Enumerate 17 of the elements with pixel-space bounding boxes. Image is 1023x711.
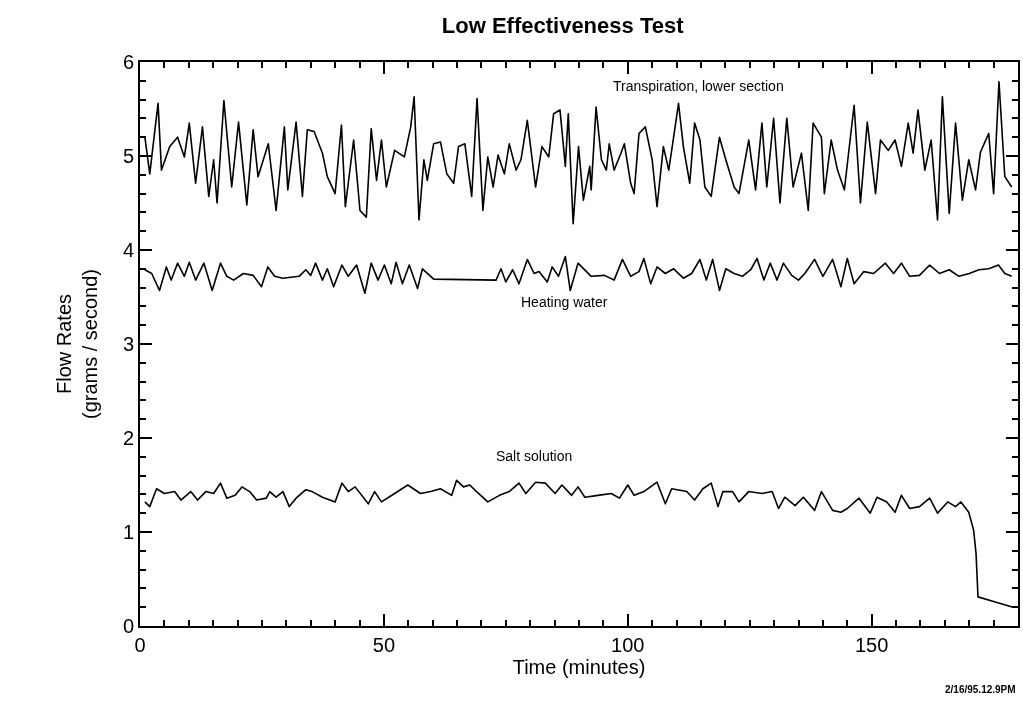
- chart-title: Low Effectiveness Test: [441, 13, 685, 39]
- text: 2/16/95.12.9PM: [945, 684, 1016, 695]
- y-tick-label: 0: [122, 615, 134, 637]
- x-tick-label: 150: [854, 634, 889, 656]
- y-tick-label: 5: [122, 145, 134, 167]
- y-tick-label: 6: [122, 51, 134, 73]
- y-tick-label: 3: [122, 333, 134, 355]
- x-tick-label: 50: [372, 634, 396, 656]
- x-tick-label: 100: [611, 634, 645, 656]
- legend-label: Transpiration, lower section: [613, 78, 784, 94]
- y-tick-label: 1: [122, 521, 134, 543]
- series-label: Heating water: [521, 294, 608, 310]
- series-label: Salt solution: [496, 448, 573, 464]
- y-tick-label: 2: [122, 427, 134, 449]
- y-axis-title: Flow Rates (grams / second): [52, 268, 101, 420]
- y-tick-label: 4: [122, 239, 134, 261]
- x-axis-title: Time (minutes): [512, 656, 646, 678]
